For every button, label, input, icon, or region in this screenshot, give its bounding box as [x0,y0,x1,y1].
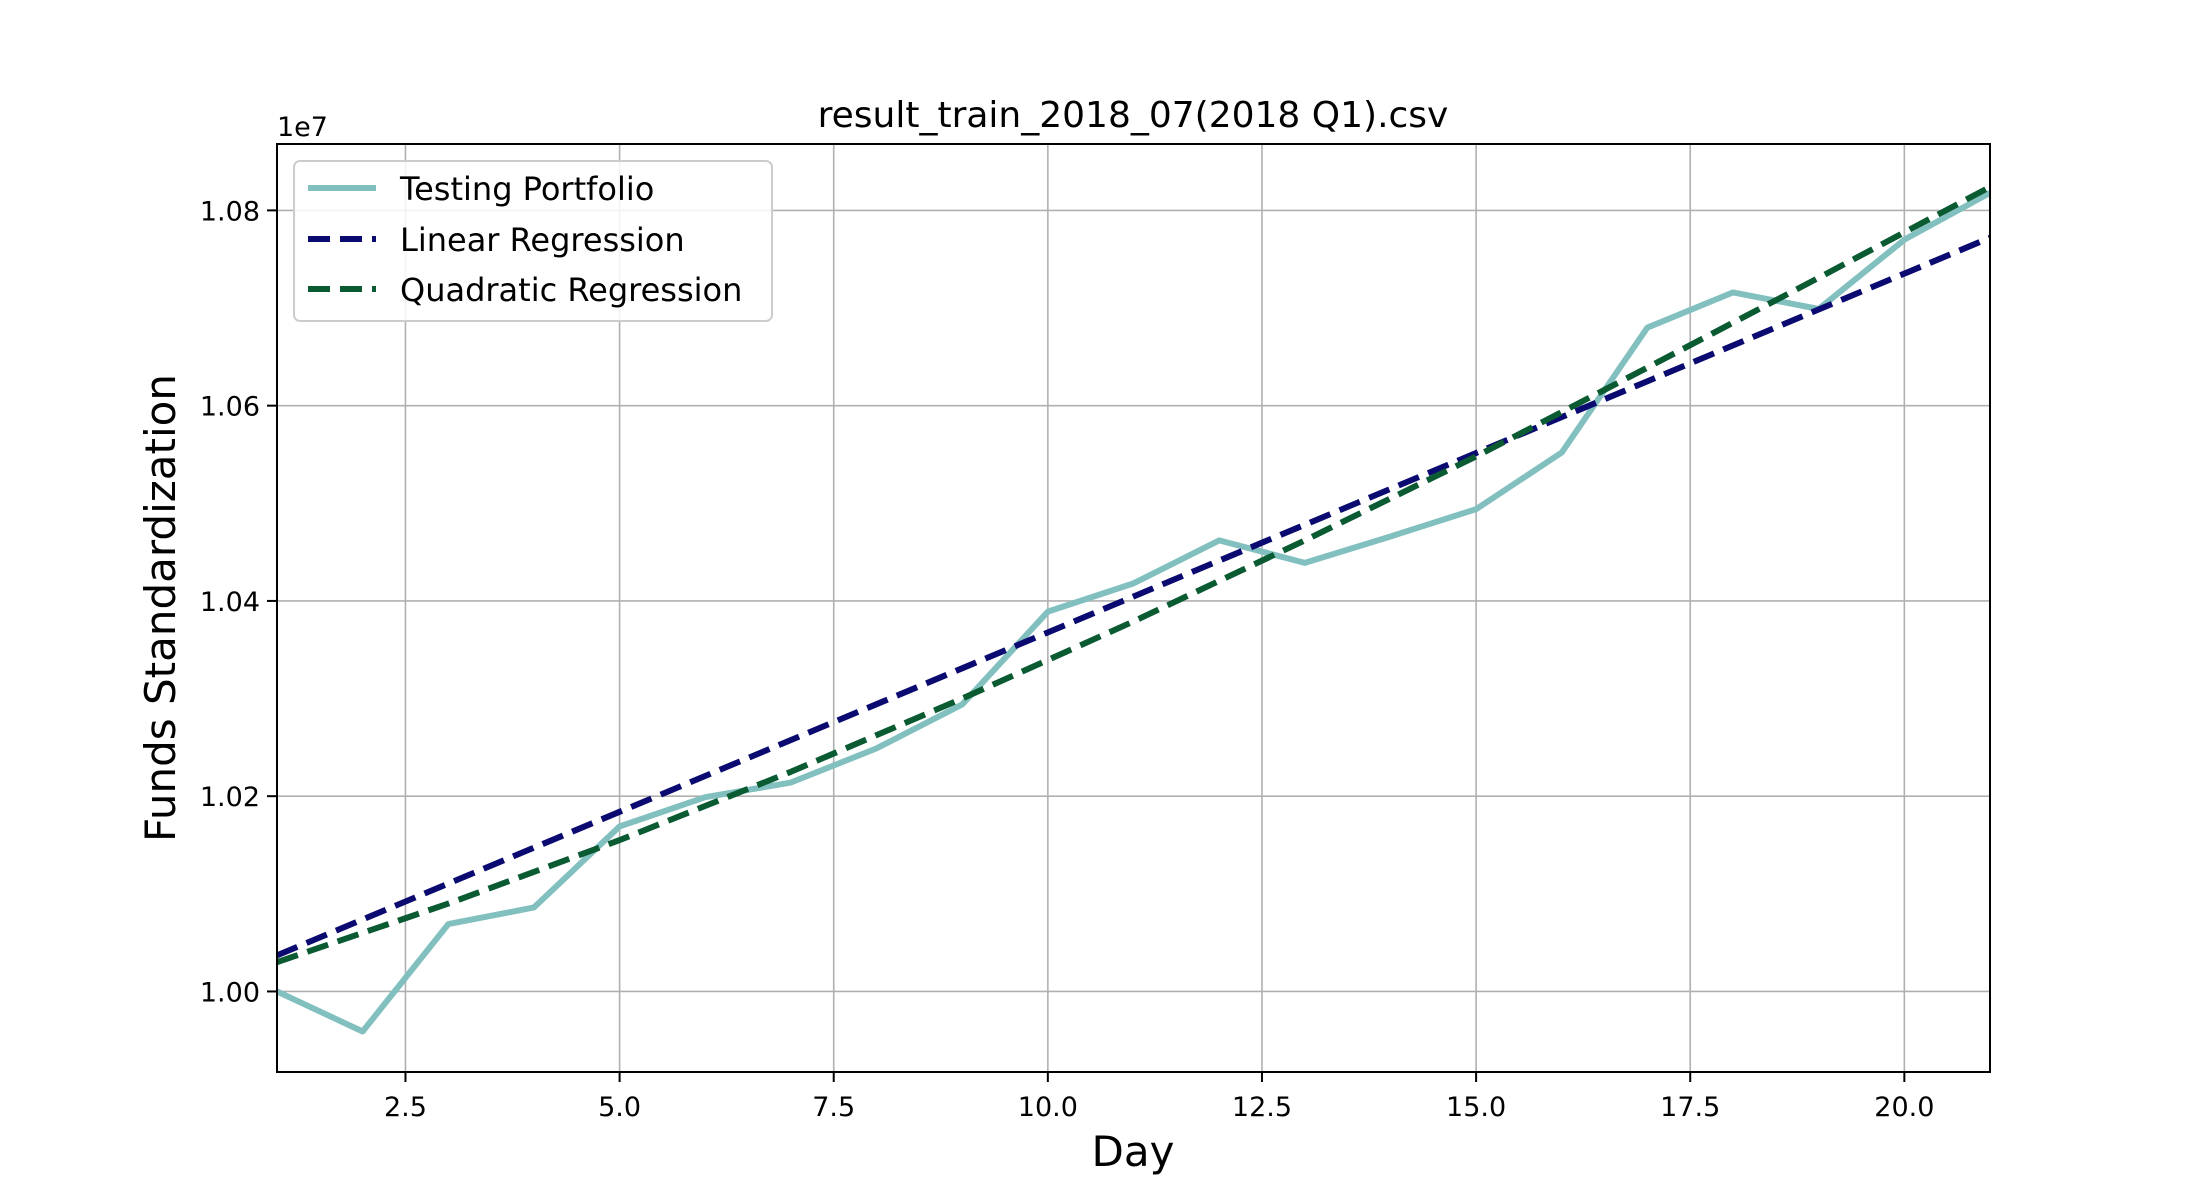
legend: Testing Portfolio Linear Regression Quad… [293,160,773,322]
plot-frame [276,143,1991,1073]
x-axis-ticks: 2.5 5.0 7.5 10.0 12.5 15.0 17.5 20.0 [384,1072,1934,1123]
y-tick-label: 1.08 [200,196,260,227]
x-tick-label: 2.5 [384,1092,427,1123]
x-tick-label: 20.0 [1874,1092,1934,1123]
chart-title: result_train_2018_07(2018 Q1).csv [818,95,1449,136]
x-tick-label: 15.0 [1446,1092,1506,1123]
y-tick-label: 1.06 [200,392,260,423]
x-axis-label: Day [1092,1127,1175,1176]
y-axis-ticks: 1.00 1.02 1.04 1.06 1.08 [200,196,277,1008]
x-tick-label: 12.5 [1232,1092,1292,1123]
y-axis-label: Funds Standardization [136,374,185,842]
series-line-testing-portfolio [277,190,1990,1035]
y-tick-label: 1.04 [200,587,260,618]
y-tick-label: 1.02 [200,782,260,813]
y-tick-label: 1.00 [200,977,260,1008]
series-lines [277,184,1990,1035]
gridlines [277,144,1990,1072]
x-tick-label: 17.5 [1660,1092,1720,1123]
x-tick-label: 7.5 [812,1092,855,1123]
legend-label-testing-portfolio: Testing Portfolio [399,170,654,208]
x-tick-label: 10.0 [1018,1092,1078,1123]
series-line-linear-regression [277,234,1990,959]
legend-box [293,160,773,322]
y-axis-offset-label: 1e7 [277,112,328,143]
legend-label-linear-regression: Linear Regression [400,221,685,259]
series-line-quadratic-regression [277,184,1990,965]
x-tick-label: 5.0 [598,1092,641,1123]
legend-label-quadratic-regression: Quadratic Regression [400,271,742,309]
